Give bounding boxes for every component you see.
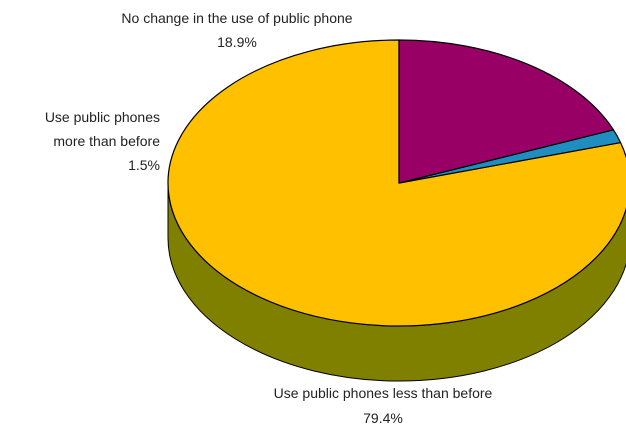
slice-label-nochange-line-1: No change in the use of public phone [121, 10, 352, 26]
slice-value-less: 79.4% [363, 410, 403, 426]
slice-label-more-line-1: Use public phones [45, 109, 160, 125]
slice-label-less-line-1: Use public phones less than before [274, 385, 493, 401]
pie-slices [167, 39, 626, 327]
pie-slice-2 [398, 39, 615, 184]
slice-value-nochange: 18.9% [217, 34, 257, 50]
slice-value-more: 1.5% [128, 157, 160, 173]
slice-label-more-line-2: more than before [53, 133, 160, 149]
pie-slice-0 [167, 39, 626, 327]
